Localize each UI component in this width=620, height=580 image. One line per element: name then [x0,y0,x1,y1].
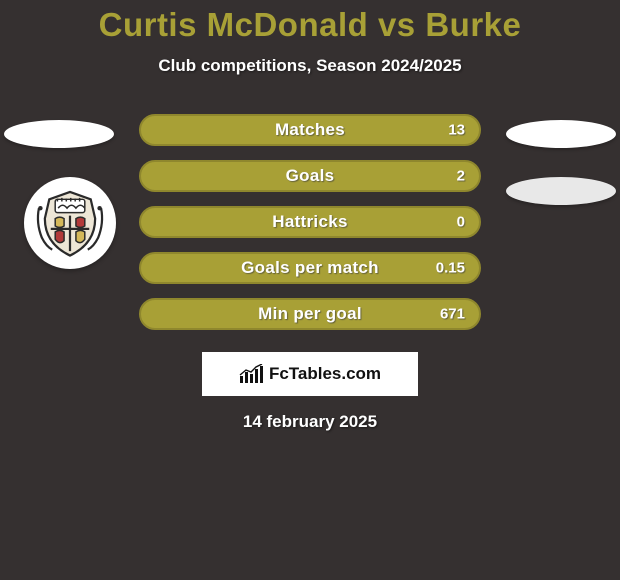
player-slot-left-silhouette [4,120,114,148]
page-title: Curtis McDonald vs Burke [0,6,620,44]
stat-bar-min-per-goal: Min per goal 671 [139,298,481,330]
barchart-icon [239,364,263,384]
club-crest-left [24,177,116,269]
stat-bar-hattricks: Hattricks 0 [139,206,481,238]
stat-value: 2 [457,168,465,185]
date-text: 14 february 2025 [0,412,620,432]
stat-value: 0 [457,214,465,231]
stat-value: 671 [440,306,465,323]
club-slot-right-placeholder [506,177,616,205]
stat-label: Goals per match [241,258,379,278]
stat-label: Matches [275,120,345,140]
crest-icon [33,186,107,260]
player-slot-right-silhouette [506,120,616,148]
stat-bar-goals: Goals 2 [139,160,481,192]
stat-bar-goals-per-match: Goals per match 0.15 [139,252,481,284]
comparison-card: Curtis McDonald vs Burke Club competitio… [0,0,620,580]
subtitle: Club competitions, Season 2024/2025 [0,56,620,76]
stat-label: Min per goal [258,304,362,324]
watermark-box: FcTables.com [202,352,418,396]
watermark-text: FcTables.com [269,364,381,384]
stat-value: 13 [448,122,465,139]
stat-value: 0.15 [436,260,465,277]
stat-label: Hattricks [272,212,347,232]
stat-bar-matches: Matches 13 [139,114,481,146]
stat-label: Goals [286,166,335,186]
stats-bars: Matches 13 Goals 2 Hattricks 0 Goals per… [139,114,481,330]
